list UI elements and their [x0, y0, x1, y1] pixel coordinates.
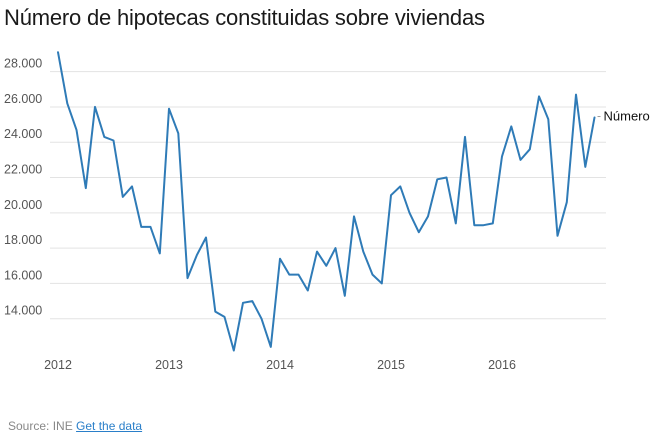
- y-tick-label: 18.000: [4, 233, 42, 247]
- grid-lines: [50, 71, 606, 320]
- y-tick-label: 16.000: [4, 268, 42, 282]
- y-tick-label: 26.000: [4, 92, 42, 106]
- chart-title: Número de hipotecas constituidas sobre v…: [4, 5, 485, 30]
- x-axis-ticks: 2012 2013 2014 2015 2016: [44, 358, 516, 372]
- source-label: Source: INE: [8, 419, 73, 433]
- x-tick-label: 2015: [377, 358, 405, 372]
- series-line-numero: [57, 51, 596, 352]
- x-tick-label: 2016: [488, 358, 516, 372]
- y-tick-label: 28.000: [4, 57, 42, 71]
- legend: Número: [597, 109, 650, 124]
- x-tick-label: 2014: [266, 358, 294, 372]
- x-tick-label: 2013: [155, 358, 183, 372]
- footer: Source: INE Get the data: [8, 419, 142, 433]
- y-tick-label: 24.000: [4, 127, 42, 141]
- y-tick-label: 22.000: [4, 163, 42, 177]
- y-axis-ticks: 14.000 16.000 18.000 20.000 22.000 24.000 26.0…: [4, 57, 42, 318]
- x-tick-label: 2012: [44, 358, 72, 372]
- series-layer: [57, 51, 596, 352]
- get-data-link[interactable]: Get the data: [76, 419, 143, 433]
- legend-label-numero: Número: [604, 109, 650, 124]
- y-tick-label: 14.000: [4, 304, 42, 318]
- y-tick-label: 20.000: [4, 198, 42, 212]
